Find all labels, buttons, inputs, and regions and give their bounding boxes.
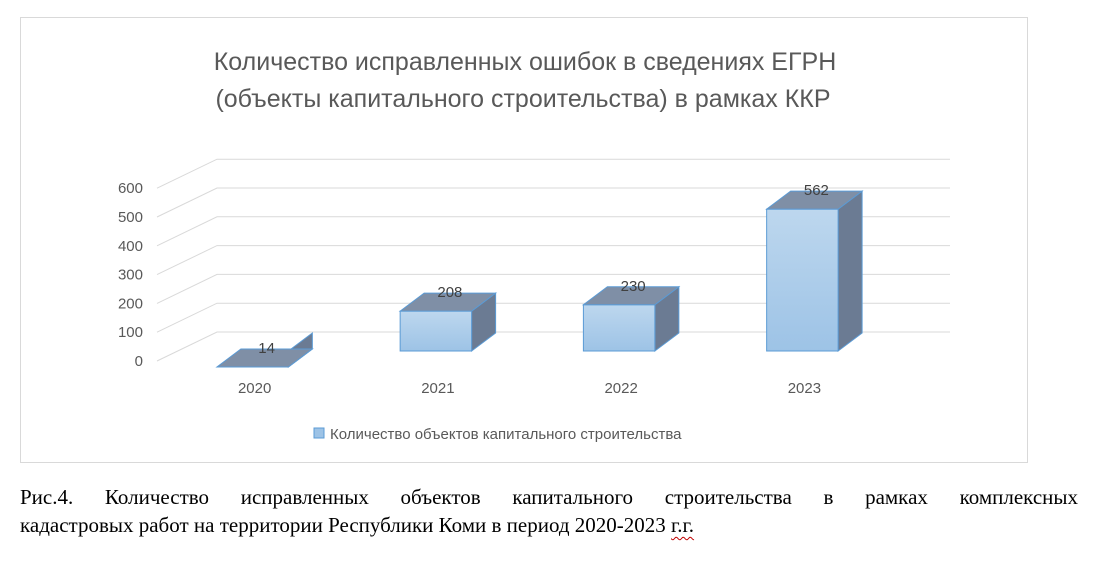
bar-top bbox=[765, 190, 864, 210]
caption-spellcheck-flagged-text: г.г. bbox=[671, 513, 695, 537]
y-tick-label: 400 bbox=[118, 238, 143, 255]
x-tick-label: 2020 bbox=[238, 380, 271, 397]
legend: Количество объектов капитального строите… bbox=[313, 426, 682, 443]
legend-swatch bbox=[313, 427, 325, 439]
y-tick-label: 200 bbox=[118, 295, 143, 312]
data-label: 230 bbox=[621, 278, 646, 295]
bar bbox=[215, 332, 314, 368]
x-axis: 2020 2021 2022 2023 bbox=[238, 380, 821, 397]
gridline bbox=[156, 273, 950, 304]
y-tick-label: 500 bbox=[118, 209, 143, 226]
y-tick-label: 300 bbox=[118, 267, 143, 284]
caption-line-1: Рис.4. Количество исправленных объектов … bbox=[20, 485, 1078, 509]
gridline bbox=[156, 331, 950, 362]
bars bbox=[215, 190, 864, 368]
y-tick-label: 0 bbox=[135, 353, 143, 370]
legend-label: Количество объектов капитального строите… bbox=[330, 426, 682, 443]
bar bbox=[581, 285, 681, 352]
gridline bbox=[156, 302, 950, 333]
data-label: 208 bbox=[437, 284, 462, 301]
data-label: 14 bbox=[258, 340, 275, 357]
y-tick-label: 600 bbox=[118, 180, 143, 197]
bar bbox=[398, 292, 498, 352]
data-labels: 14 208 230 562 bbox=[258, 182, 829, 357]
gridline bbox=[156, 216, 950, 247]
gridline bbox=[156, 187, 950, 218]
bar-top bbox=[581, 286, 681, 306]
bar bbox=[765, 190, 864, 352]
bar-top bbox=[215, 348, 314, 368]
caption-line-2: кадастровых работ на территории Республи… bbox=[20, 511, 1078, 539]
chart-frame bbox=[20, 17, 1028, 463]
bar-front bbox=[582, 304, 656, 352]
y-tick-label: 100 bbox=[118, 324, 143, 341]
bar-top bbox=[398, 292, 498, 312]
bar-side bbox=[837, 190, 863, 352]
gridline bbox=[156, 245, 950, 276]
bar-front bbox=[399, 310, 473, 352]
x-tick-label: 2022 bbox=[604, 380, 637, 397]
gridlines bbox=[156, 158, 950, 362]
y-axis: 0 100 200 300 400 500 600 bbox=[118, 180, 143, 370]
bar-front bbox=[766, 208, 839, 352]
gridline bbox=[156, 158, 950, 189]
x-tick-label: 2021 bbox=[421, 380, 454, 397]
x-tick-label: 2023 bbox=[788, 380, 821, 397]
caption-line-2-text: кадастровых работ на территории Республи… bbox=[20, 513, 672, 537]
figure-caption: Рис.4. Количество исправленных объектов … bbox=[20, 483, 1078, 539]
chart-title-line-1: Количество исправленных ошибок в сведени… bbox=[214, 48, 837, 76]
data-label: 562 bbox=[804, 182, 829, 199]
chart-title-line-2: (объекты капитального строительства) в р… bbox=[215, 85, 830, 113]
